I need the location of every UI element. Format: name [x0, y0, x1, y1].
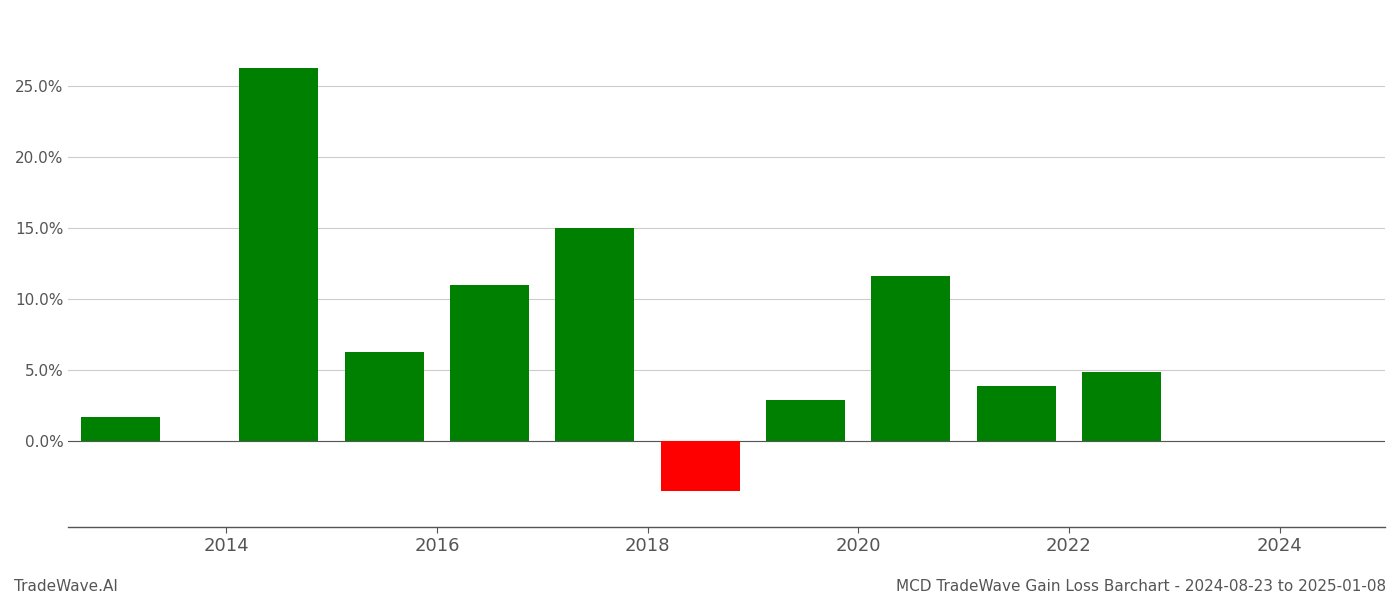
Bar [871, 277, 951, 442]
Bar [1082, 371, 1161, 442]
Bar [661, 442, 739, 491]
Bar [766, 400, 846, 442]
Bar [344, 352, 424, 442]
Text: TradeWave.AI: TradeWave.AI [14, 579, 118, 594]
Text: MCD TradeWave Gain Loss Barchart - 2024-08-23 to 2025-01-08: MCD TradeWave Gain Loss Barchart - 2024-… [896, 579, 1386, 594]
Bar [239, 68, 318, 442]
Bar [81, 417, 161, 442]
Bar [556, 228, 634, 442]
Bar [449, 285, 529, 442]
Bar [977, 386, 1056, 442]
